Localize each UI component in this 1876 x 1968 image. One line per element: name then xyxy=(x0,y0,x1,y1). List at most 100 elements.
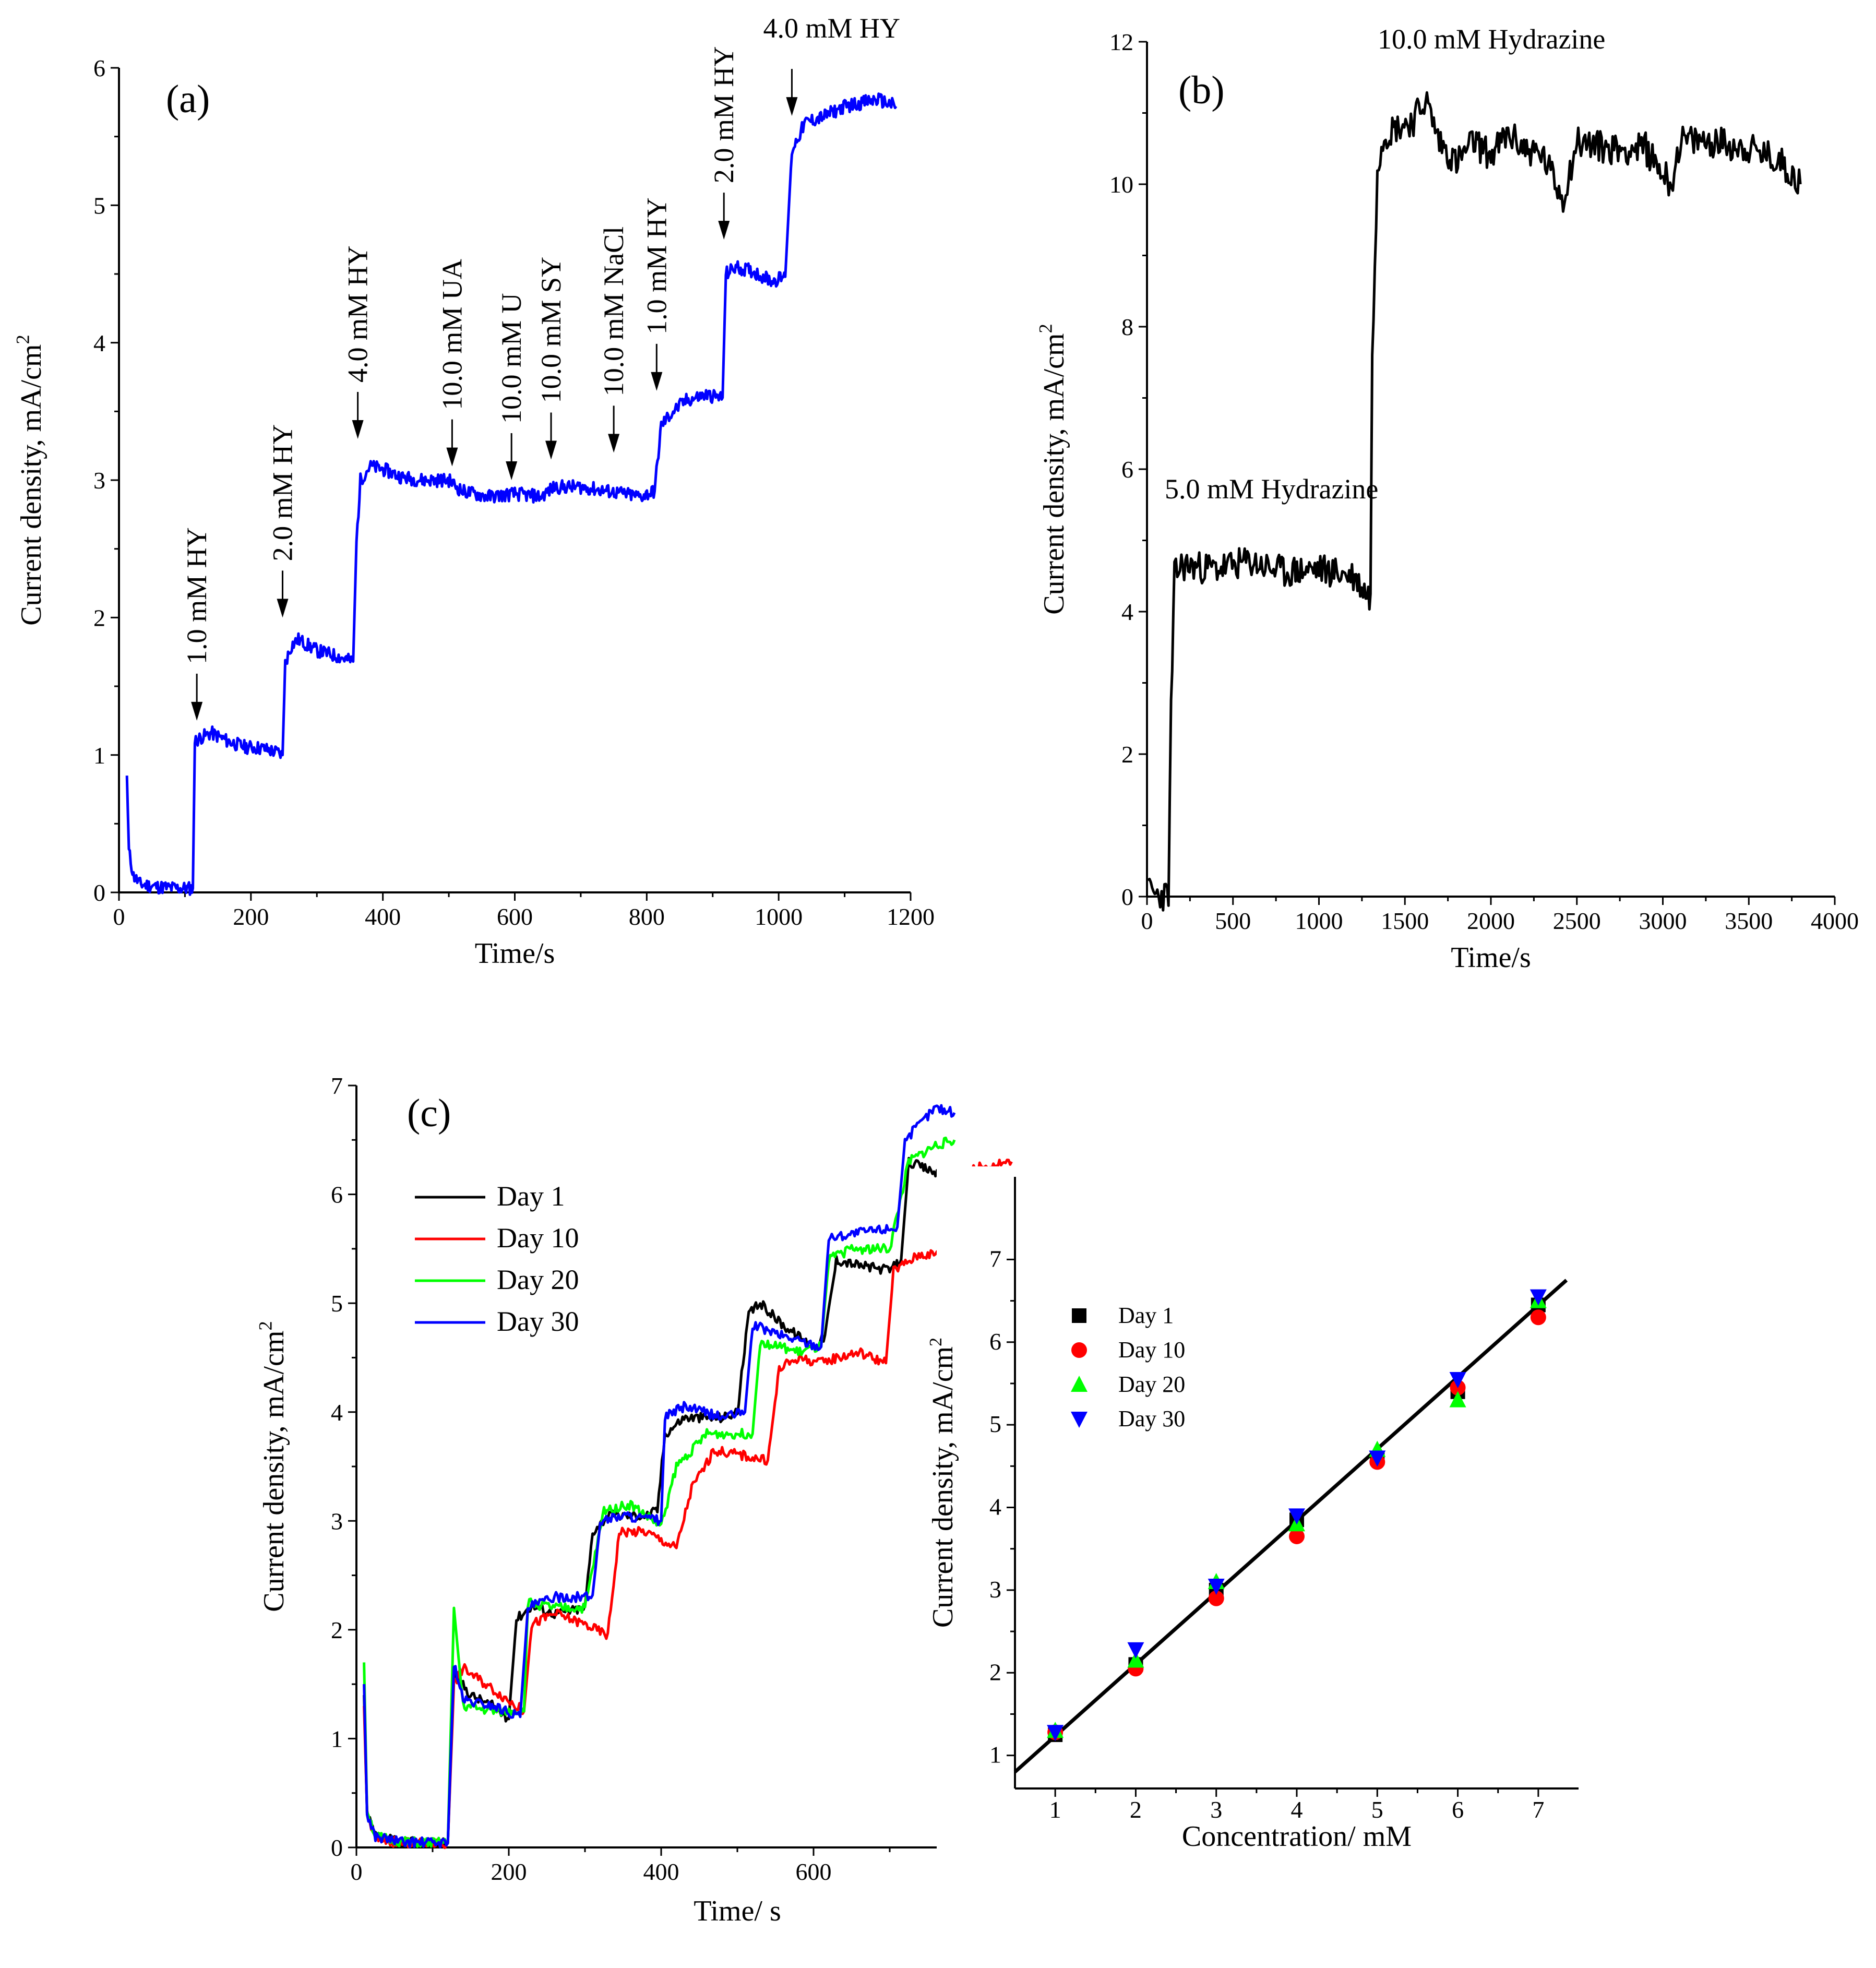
data-point xyxy=(1530,1309,1546,1326)
x-axis-label: Time/s xyxy=(475,937,555,970)
y-axis-label-superscript: 2 xyxy=(926,1338,946,1346)
legend-label: Day 10 xyxy=(497,1222,579,1254)
annotation-arrowhead xyxy=(786,97,798,116)
series-line-c xyxy=(363,1156,956,1848)
legend-label: Day 20 xyxy=(1118,1371,1185,1397)
y-axis-label: Current density, mA/cm2 xyxy=(926,1338,959,1628)
y-tick-label: 6 xyxy=(1121,456,1133,483)
x-tick-label: 1 xyxy=(1049,1796,1061,1823)
x-tick-label: 4 xyxy=(1291,1796,1303,1823)
legend-marker xyxy=(1072,1308,1086,1323)
y-tick-label: 4 xyxy=(989,1494,1001,1520)
x-tick-label: 0 xyxy=(113,903,125,930)
legend-label: Day 20 xyxy=(497,1264,579,1295)
y-tick-label: 3 xyxy=(331,1508,343,1534)
annotation-label: 10.0 mM Hydrazine xyxy=(1378,23,1605,55)
y-tick-label: 12 xyxy=(1109,29,1133,55)
y-tick-label: 0 xyxy=(93,879,105,906)
y-axis-label-text: Current density, mA/cm xyxy=(15,344,47,626)
x-tick-label: 1500 xyxy=(1381,908,1429,934)
x-tick-label: 1000 xyxy=(755,903,803,930)
panel-label-b: (b) xyxy=(1178,68,1225,112)
annotation-arrowhead xyxy=(506,461,518,480)
annotation-label: 10.0 mM SY xyxy=(535,257,567,403)
inset-background xyxy=(937,1166,1589,1882)
y-axis-label-text: Current density, mA/cm xyxy=(258,1331,290,1612)
annotation-label: 4.0 mM HY xyxy=(763,13,900,44)
y-tick-label: 6 xyxy=(989,1328,1001,1355)
y-axis-label-text: Current density, mA/cm xyxy=(927,1346,959,1628)
annotation-arrowhead xyxy=(651,372,663,391)
y-tick-label: 10 xyxy=(1109,171,1133,198)
x-tick-label: 400 xyxy=(643,1858,679,1885)
panel-c-inset: 1 2 3 4 5 6 7 1 2 3 4 5 6 7 Concentration/ mM Current d… xyxy=(926,1166,1589,1882)
legend-marker xyxy=(1071,1376,1088,1392)
x-tick-label: 4000 xyxy=(1811,908,1859,934)
data-point xyxy=(1208,1590,1224,1606)
data-point xyxy=(1208,1578,1225,1595)
x-tick-label: 7 xyxy=(1532,1796,1544,1823)
annotation-arrowhead xyxy=(277,599,289,618)
y-tick-label: 2 xyxy=(1121,741,1133,768)
x-tick-label: 800 xyxy=(629,903,665,930)
x-tick-label: 5 xyxy=(1371,1796,1383,1823)
y-tick-label: 7 xyxy=(331,1072,343,1099)
x-tick-label: 0 xyxy=(351,1858,363,1885)
y-tick-label: 4 xyxy=(331,1399,343,1426)
panel-a: 0 200 400 600 800 1000 1200 0 1 2 3 4 5 6 Time/s Curren… xyxy=(13,13,935,970)
y-axis-label: Current density, mA/cm2 xyxy=(1035,324,1070,614)
legend-label: Day 1 xyxy=(1118,1303,1174,1328)
x-tick-label: 3500 xyxy=(1725,908,1773,934)
x-tick-label: 600 xyxy=(497,903,533,930)
x-tick-label: 400 xyxy=(365,903,401,930)
annotation-arrowhead xyxy=(352,420,364,439)
y-axis-label-superscript: 2 xyxy=(1035,324,1056,333)
series-line-a xyxy=(125,92,898,896)
y-tick-label: 5 xyxy=(93,192,105,219)
y-tick-label: 2 xyxy=(93,604,105,631)
annotation-label: 1.0 mM HY xyxy=(181,527,212,664)
data-point xyxy=(1127,1642,1144,1659)
annotation-arrowhead xyxy=(545,440,557,460)
annotation-label: 2.0 mM HY xyxy=(708,46,739,184)
x-tick-label: 1200 xyxy=(887,903,935,930)
y-tick-label: 6 xyxy=(331,1182,343,1208)
annotation-arrowhead xyxy=(608,434,620,453)
data-point xyxy=(1047,1725,1064,1742)
annotation-label: 2.0 mM HY xyxy=(267,424,298,562)
data-point xyxy=(1449,1391,1466,1408)
x-tick-label: 3 xyxy=(1210,1796,1222,1823)
y-tick-label: 5 xyxy=(989,1411,1001,1437)
y-tick-label: 1 xyxy=(331,1726,343,1752)
x-tick-label: 200 xyxy=(233,903,269,930)
legend-label: Day 30 xyxy=(1118,1406,1185,1432)
y-tick-label: 6 xyxy=(93,55,105,81)
y-axis-label: Current density, mA/cm2 xyxy=(255,1321,290,1612)
legend-label: Day 1 xyxy=(497,1180,565,1212)
panel-b: 0 500 1000 1500 2000 2500 3000 3500 4000 0 2 4 6 8 10 1… xyxy=(1035,23,1859,974)
series-line-c xyxy=(363,1104,956,1848)
data-point xyxy=(1127,1651,1144,1668)
y-axis-label-text: Current density, mA/cm xyxy=(1038,333,1070,615)
y-tick-label: 2 xyxy=(989,1659,1001,1685)
x-tick-label: 200 xyxy=(491,1858,527,1885)
data-point xyxy=(1288,1508,1305,1525)
annotation-label: 10.0 mM UA xyxy=(436,259,468,410)
legend-marker xyxy=(1071,1412,1088,1428)
x-axis-label: Time/ s xyxy=(694,1895,781,1927)
x-tick-label: 2000 xyxy=(1467,908,1515,934)
x-tick-label: 0 xyxy=(1141,908,1153,934)
legend-label: Day 30 xyxy=(497,1306,579,1337)
data-point xyxy=(1369,1450,1386,1467)
panel-c: 0200400600800100001234567Time/ sCurrent … xyxy=(255,1072,1142,1927)
y-tick-label: 3 xyxy=(989,1576,1001,1603)
data-point xyxy=(1289,1528,1305,1544)
x-tick-label: 500 xyxy=(1215,908,1251,934)
y-tick-label: 5 xyxy=(331,1290,343,1317)
y-tick-label: 8 xyxy=(1121,314,1133,340)
series-line-b xyxy=(1147,91,1802,912)
x-tick-label: 3000 xyxy=(1639,908,1687,934)
y-tick-label: 4 xyxy=(93,330,105,356)
x-tick-label: 2 xyxy=(1130,1796,1142,1823)
y-axis-label: Current density, mA/cm2 xyxy=(13,335,47,625)
